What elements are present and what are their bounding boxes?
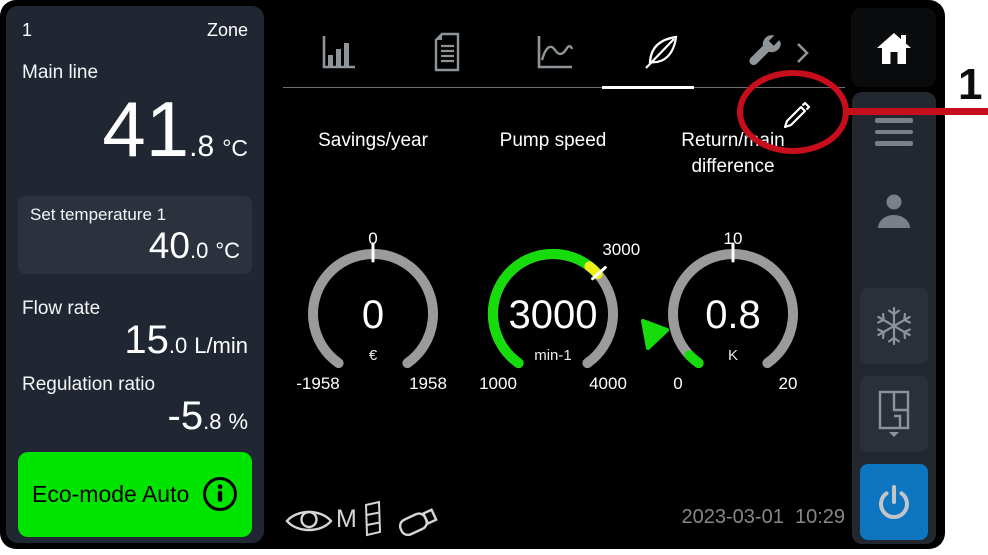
regulation-ratio-value-int: -5: [167, 394, 204, 438]
gauge-value-arc: [487, 248, 603, 369]
gauge-min-label: 0: [673, 374, 682, 393]
regulation-ratio-value-dec: .8: [203, 409, 222, 434]
monitoring-eye-icon: [285, 506, 333, 541]
tab-active-indicator: [602, 86, 694, 89]
gauge-value-arc-highlight: [584, 261, 603, 280]
floorplan-icon: [878, 390, 910, 437]
power-icon: [879, 485, 909, 520]
snowflake-icon: [877, 306, 911, 346]
line-chart-icon: [537, 36, 574, 69]
gauge-unit-label: €: [369, 347, 378, 364]
user-profile-button[interactable]: [874, 192, 914, 237]
eco-mode-label: Eco-mode Auto: [32, 481, 190, 507]
zone-status-panel: 1 Zone Main line 41 .8 °C Set temperatur…: [6, 6, 264, 543]
regulation-ratio-value: -5 .8 %: [168, 396, 249, 436]
annotation-callout-label: 1: [958, 60, 983, 109]
set-temperature-value-int: 40: [148, 225, 190, 266]
main-line-unit: °C: [222, 135, 248, 161]
annotation-line: [843, 108, 988, 115]
gauge-setpoint-label: 0: [368, 229, 377, 248]
main-line-value-dec: .8: [189, 130, 215, 163]
main-line-label: Main line: [22, 62, 99, 83]
flow-rate-value-dec: .0: [168, 333, 188, 358]
gauge-return-diff: 10 0.8 K 0 20: [641, 229, 798, 393]
module-icon: [360, 499, 386, 544]
zone-layout-button[interactable]: [860, 376, 928, 452]
eco-mode-button[interactable]: Eco-mode Auto: [18, 452, 252, 537]
tab-eco[interactable]: [642, 31, 682, 78]
gauge-setpoint-label: 3000: [602, 240, 640, 259]
tab-log[interactable]: [430, 32, 464, 77]
menu-icon: [875, 118, 913, 123]
power-button[interactable]: [860, 464, 928, 540]
zone-number: 1: [22, 20, 33, 40]
regulation-ratio-unit: %: [228, 409, 248, 434]
gauge-savings: 0 0 € -1958 1958: [296, 229, 447, 393]
tab-trends[interactable]: [535, 33, 575, 76]
gauge-max-label: 20: [779, 374, 798, 393]
main-line-value: 41 .8 °C: [102, 85, 248, 173]
chevron-right-icon: [797, 43, 809, 63]
gauge-value-arc: [684, 350, 704, 369]
gauge-min-label: -1958: [296, 374, 339, 393]
bar-chart-icon: [322, 36, 355, 69]
person-icon: [878, 194, 910, 228]
home-button[interactable]: [851, 8, 936, 87]
cooling-mode-button[interactable]: [860, 288, 928, 364]
flow-rate-value: 15 .0 L/min: [124, 320, 248, 360]
tab-statistics[interactable]: [319, 33, 357, 76]
gauge-max-label: 1958: [409, 374, 447, 393]
tab-settings[interactable]: [746, 34, 783, 75]
gauge-value-text: 3000: [509, 293, 598, 337]
datetime-display: 2023-03-01 10:29: [681, 506, 845, 528]
gauge-setpoint-tick: [591, 265, 607, 281]
gauge-title-pump-speed: Pump speed: [499, 130, 607, 151]
usb-drive-icon: [394, 501, 444, 546]
zone-header: 1 Zone: [22, 20, 248, 41]
wrench-icon: [749, 35, 781, 66]
zone-label: Zone: [206, 20, 248, 40]
gauge-min-label: 1000: [479, 374, 517, 393]
gauge-pump-speed: 3000 3000 min-1 1000 4000: [479, 240, 640, 393]
set-temperature-unit: °C: [215, 238, 240, 263]
gauge-value-text: 0: [362, 293, 384, 337]
gauge-max-label: 4000: [589, 374, 627, 393]
gauge-pointer-icon: [641, 319, 669, 350]
monitoring-mode-label: M: [336, 505, 357, 533]
flow-rate-value-int: 15: [124, 318, 169, 362]
right-nav-rail: [852, 92, 936, 544]
gauge-unit-label: K: [728, 347, 738, 364]
set-temperature-card[interactable]: Set temperature 1 40 .0 °C: [18, 196, 252, 274]
gauge-value-text: 0.8: [705, 293, 761, 337]
document-icon: [434, 32, 460, 72]
set-temperature-label: Set temperature 1: [30, 205, 167, 224]
flow-rate-label: Flow rate: [22, 298, 101, 319]
tab-divider: [283, 87, 845, 88]
gauge-setpoint-label: 10: [724, 229, 743, 248]
main-line-value-int: 41: [102, 85, 190, 173]
set-temperature-value: 40 .0 °C: [149, 227, 240, 264]
regulation-ratio-label: Regulation ratio: [22, 374, 156, 395]
annotation-circle: [737, 70, 849, 154]
tab-scroll-next[interactable]: [796, 42, 810, 69]
flow-rate-unit: L/min: [194, 333, 248, 358]
menu-button[interactable]: [875, 118, 913, 153]
info-icon[interactable]: [201, 475, 239, 516]
home-icon: [876, 32, 911, 64]
set-temperature-value-dec: .0: [189, 238, 209, 263]
leaf-icon: [645, 35, 678, 69]
gauge-title-savings: Savings/year: [318, 130, 428, 151]
gauge-unit-label: min-1: [534, 347, 572, 364]
